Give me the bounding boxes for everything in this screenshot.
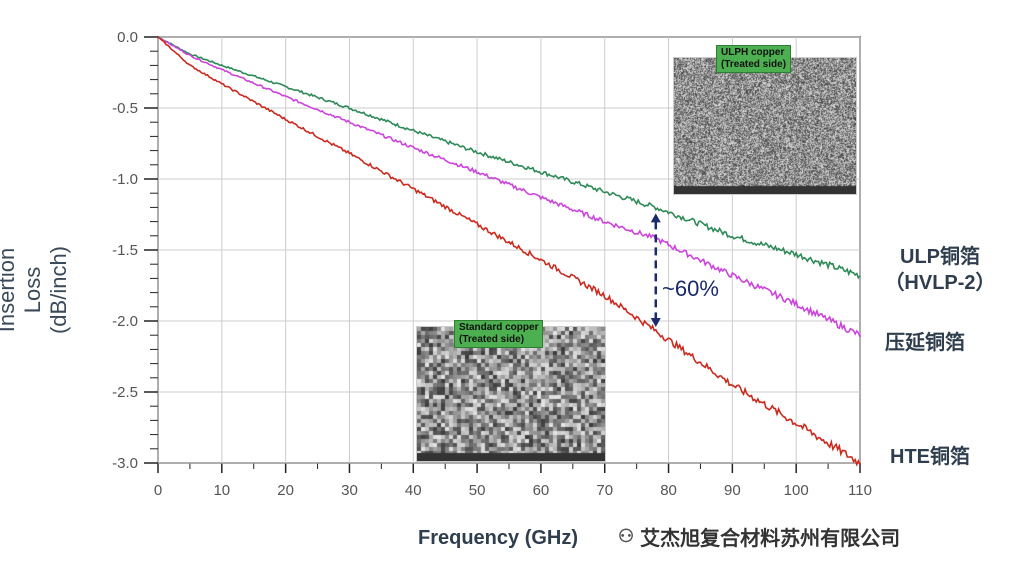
inset-label-line: (Treated side): [459, 334, 525, 345]
inset-label-line: ULPH copper: [721, 47, 785, 58]
legend-line: ULP铜箔: [900, 246, 980, 268]
x-tick-label: 60: [533, 482, 550, 499]
x-tick-label: 30: [341, 482, 358, 499]
x-tick-label: 70: [596, 482, 613, 499]
x-tick-label: 100: [784, 482, 809, 499]
y-tick-label: 0.0: [117, 29, 138, 46]
y-axis-label-line2: (dB/inch): [46, 245, 71, 335]
y-tick-label: -2.5: [112, 384, 138, 401]
x-tick-label: 90: [724, 482, 741, 499]
x-axis-label: Frequency (GHz): [418, 527, 579, 549]
x-tick-label: 0: [154, 482, 162, 499]
inset-label-line: (Treated side): [721, 59, 787, 70]
y-tick-label: -1.5: [112, 242, 138, 259]
y-axis-label: Insertion Loss (dB/inch): [0, 230, 71, 350]
wechat-icon: ⚇: [618, 526, 635, 546]
x-tick-label: 10: [213, 482, 230, 499]
series-line-2: [157, 36, 861, 467]
legend-label-hte: HTE铜箔: [890, 446, 970, 468]
watermark-text: 艾杰旭复合材料苏州有限公司: [640, 528, 901, 550]
gap-arrow-down: [650, 317, 661, 327]
watermark: ⚇ 艾杰旭复合材料苏州有限公司: [618, 522, 900, 551]
y-tick-label: -0.5: [112, 100, 138, 117]
x-tick-label: 40: [405, 482, 422, 499]
ulph-sem-image: [673, 57, 857, 195]
ulph-inset-label: ULPH copper (Treated side): [716, 45, 792, 73]
legend-label-ulp: ULP铜箔 （HVLP-2）: [880, 244, 1000, 296]
x-tick-label: 20: [277, 482, 294, 499]
inset-label-line: Standard copper: [459, 322, 539, 333]
y-tick-label: -3.0: [112, 455, 138, 472]
standard-inset-label: Standard copper (Treated side): [454, 320, 544, 348]
y-axis-label-line1: Insertion Loss: [0, 247, 45, 333]
y-tick-label: -2.0: [112, 313, 138, 330]
x-tick-label: 110: [848, 482, 872, 499]
legend-label-rolled: 压延铜箔: [885, 332, 965, 354]
gap-annotation: ~60%: [662, 276, 719, 301]
series-line-1: [157, 36, 861, 338]
legend-line: （HVLP-2）: [884, 272, 996, 294]
x-tick-label: 80: [660, 482, 677, 499]
series-line-0: [157, 36, 861, 280]
standard-sem-image: [416, 326, 606, 462]
gap-arrow-up: [650, 213, 661, 223]
y-tick-label: -1.0: [112, 171, 138, 188]
x-tick-label: 50: [469, 482, 486, 499]
